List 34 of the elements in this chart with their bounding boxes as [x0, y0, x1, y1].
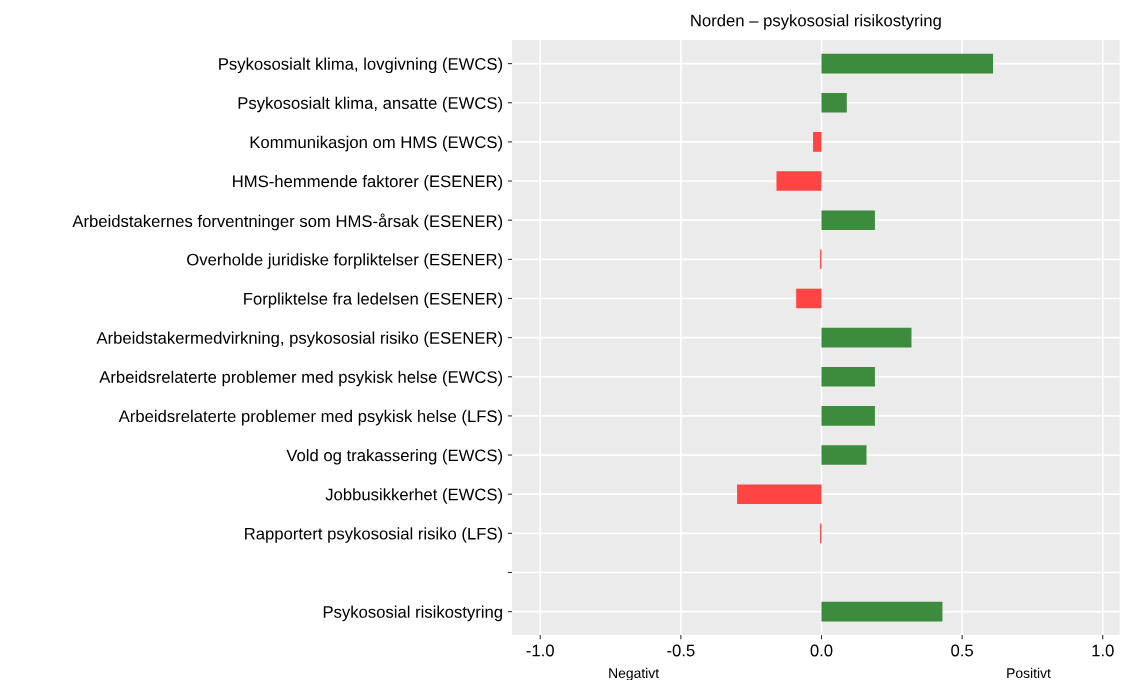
text: Positivt [1007, 667, 1051, 679]
y-tick-label: Psykososialt klima, lovgivning (EWCS) [219, 57, 503, 74]
bar [821, 445, 867, 465]
y-tick-label: Arbeidstakernes forventninger som HMS-årsak (ESENER) [72, 213, 503, 231]
y-tick-label: Vold og trakassering (EWCS) [286, 449, 503, 465]
bar [737, 484, 822, 504]
bar [821, 92, 847, 113]
text: Negativt [609, 667, 659, 680]
x-tick-label: 1.0 [1092, 644, 1114, 657]
bar [821, 601, 943, 622]
x-tick-label: -1.0 [526, 644, 554, 657]
y-tick-label: Kommunikasjon om HMS (EWCS) [250, 135, 503, 152]
bar [776, 171, 822, 191]
y-tick-label: Arbeidstakermedvirkning, psykososial risiko (ESENER) [96, 331, 503, 348]
y-tick-label: Psykososialt klima, ansatte (EWCS) [238, 96, 503, 113]
bar [796, 288, 822, 309]
y-tick-label: Arbeidsrelaterte problemer med psykisk helse (LFS) [118, 409, 503, 426]
bar [821, 406, 875, 426]
x-tick-label: 0.5 [951, 644, 974, 657]
y-tick-label: Forpliktelse fra ledelsen (ESENER) [244, 292, 503, 308]
x-tick-label: -0.5 [667, 644, 695, 657]
x-tick-label: 0.0 [810, 644, 833, 657]
y-tick-label: Overholde juridiske forpliktelser (ESENER) [187, 253, 503, 269]
bar [821, 327, 912, 348]
chart-title: Norden – psykososial risikostyring [691, 14, 941, 30]
y-tick-label: Arbeidsrelaterte problemer med psykisk helse (EWCS) [99, 370, 503, 387]
y-tick-label: Psykososial risikostyring [323, 605, 502, 622]
bar [821, 210, 875, 230]
bar [821, 366, 875, 387]
bar [821, 53, 994, 74]
bar [813, 132, 822, 152]
y-tick-label: Jobbusikkerhet (EWCS) [325, 488, 503, 504]
y-tick-label: HMS-hemmende faktorer (ESENER) [233, 175, 503, 191]
y-tick-label: Rapportert psykososial risiko (LFS) [245, 527, 503, 543]
